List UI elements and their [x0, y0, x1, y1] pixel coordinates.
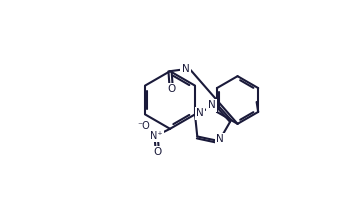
- Text: N: N: [182, 64, 189, 74]
- Text: ⁻O: ⁻O: [137, 121, 150, 131]
- Text: O: O: [153, 147, 161, 157]
- Text: N: N: [208, 100, 215, 110]
- Text: N: N: [196, 108, 204, 118]
- Text: H: H: [183, 62, 189, 71]
- Text: N⁺: N⁺: [150, 131, 163, 141]
- Text: N: N: [216, 134, 224, 144]
- Text: O: O: [167, 84, 175, 94]
